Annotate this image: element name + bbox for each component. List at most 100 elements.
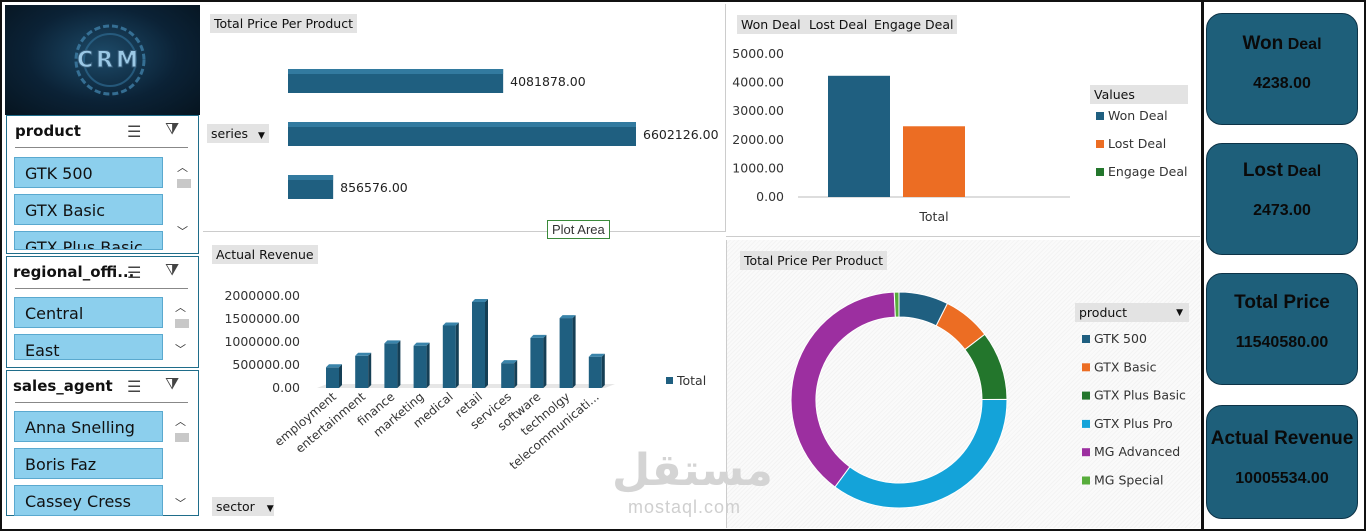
- series-field-button[interactable]: series ▼: [207, 124, 269, 143]
- bar-data-label: 4081878.00: [510, 74, 586, 89]
- y-tick-label: 2000000.00: [224, 288, 300, 303]
- legend-swatch: [1082, 448, 1090, 457]
- revenue-bar-top: [355, 352, 372, 356]
- slicer-scrollbar[interactable]: ︿ ﹀: [171, 411, 193, 515]
- kpi-title-main: Lost: [1242, 160, 1283, 181]
- scroll-up-icon[interactable]: ︿: [177, 162, 188, 174]
- price-donut-chart: [790, 291, 1008, 509]
- lost-deal-button[interactable]: Lost Deal: [805, 15, 872, 34]
- legend-label: MG Special: [1094, 473, 1163, 488]
- deal-bar-chart: 5000.00 4000.00 3000.00 2000.00 1000.00 0.00 T…: [732, 46, 1070, 224]
- chart-panel-border: [203, 4, 726, 232]
- revenue-bar-top: [413, 342, 430, 346]
- slicer-item[interactable]: GTX Plus Basic: [14, 231, 163, 250]
- clear-filter-icon[interactable]: ⧩: [165, 121, 180, 138]
- revenue-bar-top: [501, 360, 518, 364]
- engage-deal-button[interactable]: Engage Deal: [870, 15, 958, 34]
- slicer-title: sales_agent: [13, 377, 113, 395]
- scroll-up-icon[interactable]: ︿: [175, 416, 186, 428]
- donut-slice: [790, 291, 896, 488]
- revenue-bar-side: [426, 342, 430, 388]
- x-tick-label: Total: [918, 209, 948, 224]
- scroll-down-icon[interactable]: ﹀: [175, 344, 186, 356]
- legend-label: MG Advanced: [1094, 444, 1180, 459]
- slicer-item[interactable]: GTK 500: [14, 157, 163, 188]
- revenue-bar-side: [485, 298, 488, 388]
- product-legend-filter[interactable]: product ▼: [1075, 303, 1189, 322]
- won-deal-button[interactable]: Won Deal: [737, 15, 805, 34]
- clear-filter-icon[interactable]: ⧩: [165, 376, 180, 393]
- scroll-thumb[interactable]: [175, 319, 189, 328]
- scroll-down-icon[interactable]: ﹀: [177, 226, 188, 238]
- chart-panel-border: [726, 4, 1200, 237]
- revenue-bar: [413, 345, 427, 388]
- lost-deal-card: Lost Deal 2473.00: [1206, 143, 1358, 255]
- clear-filter-icon[interactable]: ⧩: [165, 262, 180, 279]
- legend-label: Lost Deal: [1108, 136, 1166, 151]
- y-tick-label: 0.00: [272, 380, 300, 395]
- slicer-item[interactable]: East: [14, 334, 163, 360]
- kpi-title-sub: Deal: [1282, 163, 1322, 180]
- chart-title: Total Price Per Product: [740, 251, 887, 270]
- legend-title: product: [1079, 305, 1128, 320]
- total-price-card: Total Price 11540580.00: [1206, 273, 1358, 385]
- dropdown-arrow-icon: ▼: [266, 504, 274, 514]
- revenue-bar: [442, 325, 456, 388]
- revenue-bar: [559, 318, 573, 388]
- watermark-arabic: مستقل: [612, 445, 773, 496]
- legend-swatch: [1096, 112, 1104, 120]
- kpi-value: 10005534.00: [1235, 470, 1329, 487]
- donut-slice: [893, 291, 900, 318]
- revenue-bar-chart: 2000000.00 1500000.00 1000000.00 500000.00 0…: [224, 288, 706, 472]
- scroll-thumb[interactable]: [175, 433, 189, 442]
- donut-slice: [964, 333, 1008, 400]
- legend-label: GTX Plus Pro: [1094, 416, 1173, 431]
- logo-text: CRM: [77, 48, 141, 73]
- slicer-item[interactable]: Cassey Cress: [14, 485, 163, 516]
- revenue-bar-top: [588, 353, 605, 357]
- slicer-scrollbar[interactable]: ︿ ﹀: [173, 157, 195, 247]
- sales-agent-slicer[interactable]: sales_agent ☰ ⧩ Anna Snelling Boris Faz …: [6, 370, 199, 516]
- scroll-up-icon[interactable]: ︿: [175, 302, 186, 314]
- revenue-bar-top: [472, 298, 488, 302]
- slicer-item[interactable]: Central: [14, 297, 163, 328]
- legend-swatch: [1096, 140, 1104, 148]
- product-slicer[interactable]: product ☰ ⧩ GTK 500 GTX Basic GTX Plus B…: [6, 115, 199, 254]
- slicer-item[interactable]: Boris Faz: [14, 448, 163, 479]
- kpi-value: 2473.00: [1253, 202, 1311, 219]
- y-tick-label: 2000.00: [732, 132, 784, 147]
- slicer-scrollbar[interactable]: ︿ ﹀: [171, 297, 193, 363]
- revenue-bar-side: [514, 360, 518, 388]
- revenue-bar-top: [442, 322, 459, 326]
- price-bar-highlight: [288, 122, 636, 127]
- legend-swatch: [1082, 363, 1090, 372]
- plot-area-tooltip: Plot Area: [547, 220, 610, 239]
- price-bar-chart: 4081878.00 6602126.00 856576.00: [288, 69, 719, 199]
- multi-select-icon[interactable]: ☰: [127, 265, 142, 282]
- multi-select-icon[interactable]: ☰: [127, 124, 142, 141]
- y-tick-label: 5000.00: [732, 46, 784, 61]
- slicer-divider: [15, 402, 188, 403]
- kpi-title: Won Deal: [1207, 33, 1357, 55]
- crm-logo-icon: CRM: [74, 24, 146, 96]
- sector-field-button[interactable]: sector ▼: [212, 497, 274, 516]
- field-button-label: sector: [216, 499, 255, 514]
- scroll-thumb[interactable]: [177, 179, 191, 188]
- legend-label: GTX Plus Basic: [1094, 388, 1186, 403]
- actual-revenue-card: Actual Revenue 10005534.00: [1206, 405, 1358, 519]
- scroll-down-icon[interactable]: ﹀: [175, 498, 186, 510]
- revenue-bar-side: [339, 364, 342, 388]
- slicer-item[interactable]: GTX Basic: [14, 194, 163, 225]
- field-button-label: series: [211, 126, 249, 141]
- legend-label: GTX Basic: [1094, 359, 1157, 374]
- revenue-bar-side: [397, 340, 401, 388]
- multi-select-icon[interactable]: ☰: [127, 379, 142, 396]
- won-deal-card: Won Deal 4238.00: [1206, 13, 1358, 125]
- revenue-bar: [472, 301, 485, 388]
- bar-data-label: 6602126.00: [643, 127, 719, 142]
- legend-swatch: [666, 377, 673, 384]
- slicer-item[interactable]: Anna Snelling: [14, 411, 163, 442]
- revenue-bar: [588, 356, 602, 388]
- regional-office-slicer[interactable]: regional_offi... ☰ ⧩ Central East ︿ ﹀: [6, 256, 199, 368]
- revenue-bar: [326, 367, 339, 388]
